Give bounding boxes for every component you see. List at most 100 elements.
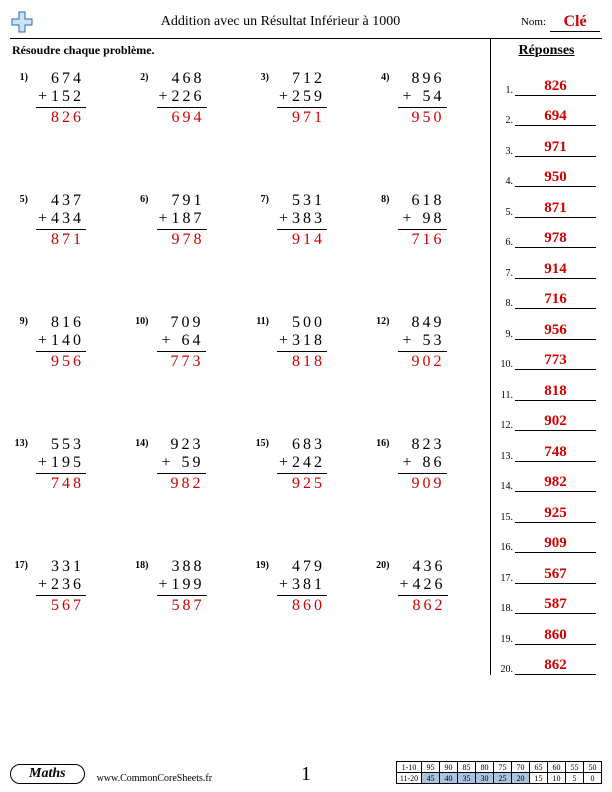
problem-answer: 748 bbox=[36, 474, 86, 493]
answer-index: 4. bbox=[497, 176, 515, 187]
answer-value: 982 bbox=[515, 474, 596, 492]
addend-bottom: +195 bbox=[36, 454, 86, 474]
addition-stack: 500+318818 bbox=[277, 314, 327, 371]
problem: 6)791+187978 bbox=[131, 186, 246, 306]
answer-value: 716 bbox=[515, 291, 596, 309]
answer-row: 7.914 bbox=[497, 248, 596, 279]
answer-index: 9. bbox=[497, 329, 515, 340]
answers-column: Réponses 1.8262.6943.9714.9505.8716.9787… bbox=[490, 39, 602, 675]
addition-stack: 896+ 54950 bbox=[398, 70, 447, 127]
addend-bottom: +187 bbox=[157, 210, 207, 230]
worksheet-header: Addition avec un Résultat Inférieur à 10… bbox=[10, 8, 602, 36]
score-cell: 80 bbox=[476, 762, 494, 773]
problem-answer: 716 bbox=[398, 230, 447, 249]
addend-top: 709 bbox=[157, 314, 206, 332]
score-cell: 35 bbox=[458, 773, 476, 784]
answer-index: 11. bbox=[497, 390, 515, 401]
answer-index: 10. bbox=[497, 359, 515, 370]
answer-index: 18. bbox=[497, 603, 515, 614]
page-number: 1 bbox=[301, 763, 311, 786]
problem-number: 13) bbox=[10, 436, 28, 449]
answer-index: 1. bbox=[497, 85, 515, 96]
score-cell: 50 bbox=[584, 762, 602, 773]
addend-top: 791 bbox=[157, 192, 207, 210]
problem-number: 10) bbox=[131, 314, 149, 327]
answer-row: 10.773 bbox=[497, 340, 596, 371]
addend-bottom: +140 bbox=[36, 332, 86, 352]
answer-value: 694 bbox=[515, 108, 596, 126]
problem-answer: 694 bbox=[157, 108, 207, 127]
addend-bottom: +426 bbox=[398, 576, 448, 596]
addend-top: 468 bbox=[157, 70, 207, 88]
answer-index: 7. bbox=[497, 268, 515, 279]
answer-value: 862 bbox=[515, 657, 596, 675]
problem: 18)388+199587 bbox=[131, 552, 246, 672]
problem: 4)896+ 54950 bbox=[372, 64, 487, 184]
score-cell: 65 bbox=[530, 762, 548, 773]
answer-row: 16.909 bbox=[497, 523, 596, 554]
answer-index: 15. bbox=[497, 512, 515, 523]
addition-stack: 823+ 86909 bbox=[398, 436, 447, 493]
name-field[interactable]: Clé bbox=[550, 13, 600, 32]
addition-stack: 468+226694 bbox=[157, 70, 207, 127]
score-cell: 75 bbox=[494, 762, 512, 773]
problem-answer: 587 bbox=[157, 596, 207, 615]
addend-bottom: +236 bbox=[36, 576, 86, 596]
problem-answer: 982 bbox=[157, 474, 206, 493]
answer-row: 6.978 bbox=[497, 218, 596, 249]
problem-answer: 902 bbox=[398, 352, 447, 371]
subject-badge: Maths bbox=[10, 764, 85, 784]
problem: 19)479+381860 bbox=[251, 552, 366, 672]
addition-stack: 388+199587 bbox=[157, 558, 207, 615]
problem-number: 12) bbox=[372, 314, 390, 327]
answer-row: 19.860 bbox=[497, 614, 596, 645]
addend-top: 823 bbox=[398, 436, 447, 454]
answer-row: 11.818 bbox=[497, 370, 596, 401]
problem-number: 3) bbox=[251, 70, 269, 83]
addend-bottom: + 59 bbox=[157, 454, 206, 474]
answer-value: 909 bbox=[515, 535, 596, 553]
problem-answer: 956 bbox=[36, 352, 86, 371]
answer-index: 13. bbox=[497, 451, 515, 462]
answer-index: 14. bbox=[497, 481, 515, 492]
worksheet-title: Addition avec un Résultat Inférieur à 10… bbox=[40, 14, 521, 30]
problem: 20) 436+426862 bbox=[372, 552, 487, 672]
addend-top: 849 bbox=[398, 314, 447, 332]
score-cell: 25 bbox=[494, 773, 512, 784]
addend-top: 896 bbox=[398, 70, 447, 88]
answer-row: 3.971 bbox=[497, 126, 596, 157]
addend-bottom: +242 bbox=[277, 454, 327, 474]
addition-stack: 436+426862 bbox=[398, 558, 448, 615]
addition-stack: 531+383914 bbox=[277, 192, 327, 249]
score-cell: 70 bbox=[512, 762, 530, 773]
problem-answer: 567 bbox=[36, 596, 86, 615]
addend-bottom: + 64 bbox=[157, 332, 206, 352]
addend-bottom: +199 bbox=[157, 576, 207, 596]
problem-answer: 826 bbox=[36, 108, 86, 127]
answer-value: 902 bbox=[515, 413, 596, 431]
score-cell: 45 bbox=[422, 773, 440, 784]
answer-row: 13.748 bbox=[497, 431, 596, 462]
answer-row: 14.982 bbox=[497, 462, 596, 493]
score-cell: 85 bbox=[458, 762, 476, 773]
problem-answer: 971 bbox=[277, 108, 327, 127]
addend-top: 388 bbox=[157, 558, 207, 576]
problem-answer: 862 bbox=[398, 596, 448, 615]
answer-index: 17. bbox=[497, 573, 515, 584]
problem: 9)816+140956 bbox=[10, 308, 125, 428]
problem: 16)823+ 86909 bbox=[372, 430, 487, 550]
answer-row: 18.587 bbox=[497, 584, 596, 615]
problem-answer: 909 bbox=[398, 474, 447, 493]
addend-top: 331 bbox=[36, 558, 86, 576]
score-table: 1-1095908580757065605550 11-204540353025… bbox=[396, 761, 602, 784]
addend-bottom: + 86 bbox=[398, 454, 447, 474]
problem-answer: 871 bbox=[36, 230, 86, 249]
addition-stack: 683+242925 bbox=[277, 436, 327, 493]
problem-answer: 925 bbox=[277, 474, 327, 493]
answer-row: 20.862 bbox=[497, 645, 596, 676]
answer-value: 950 bbox=[515, 169, 596, 187]
problem-number: 20) bbox=[372, 558, 390, 571]
addition-stack: 437+434871 bbox=[36, 192, 86, 249]
score-cell: 30 bbox=[476, 773, 494, 784]
score-cell: 0 bbox=[584, 773, 602, 784]
